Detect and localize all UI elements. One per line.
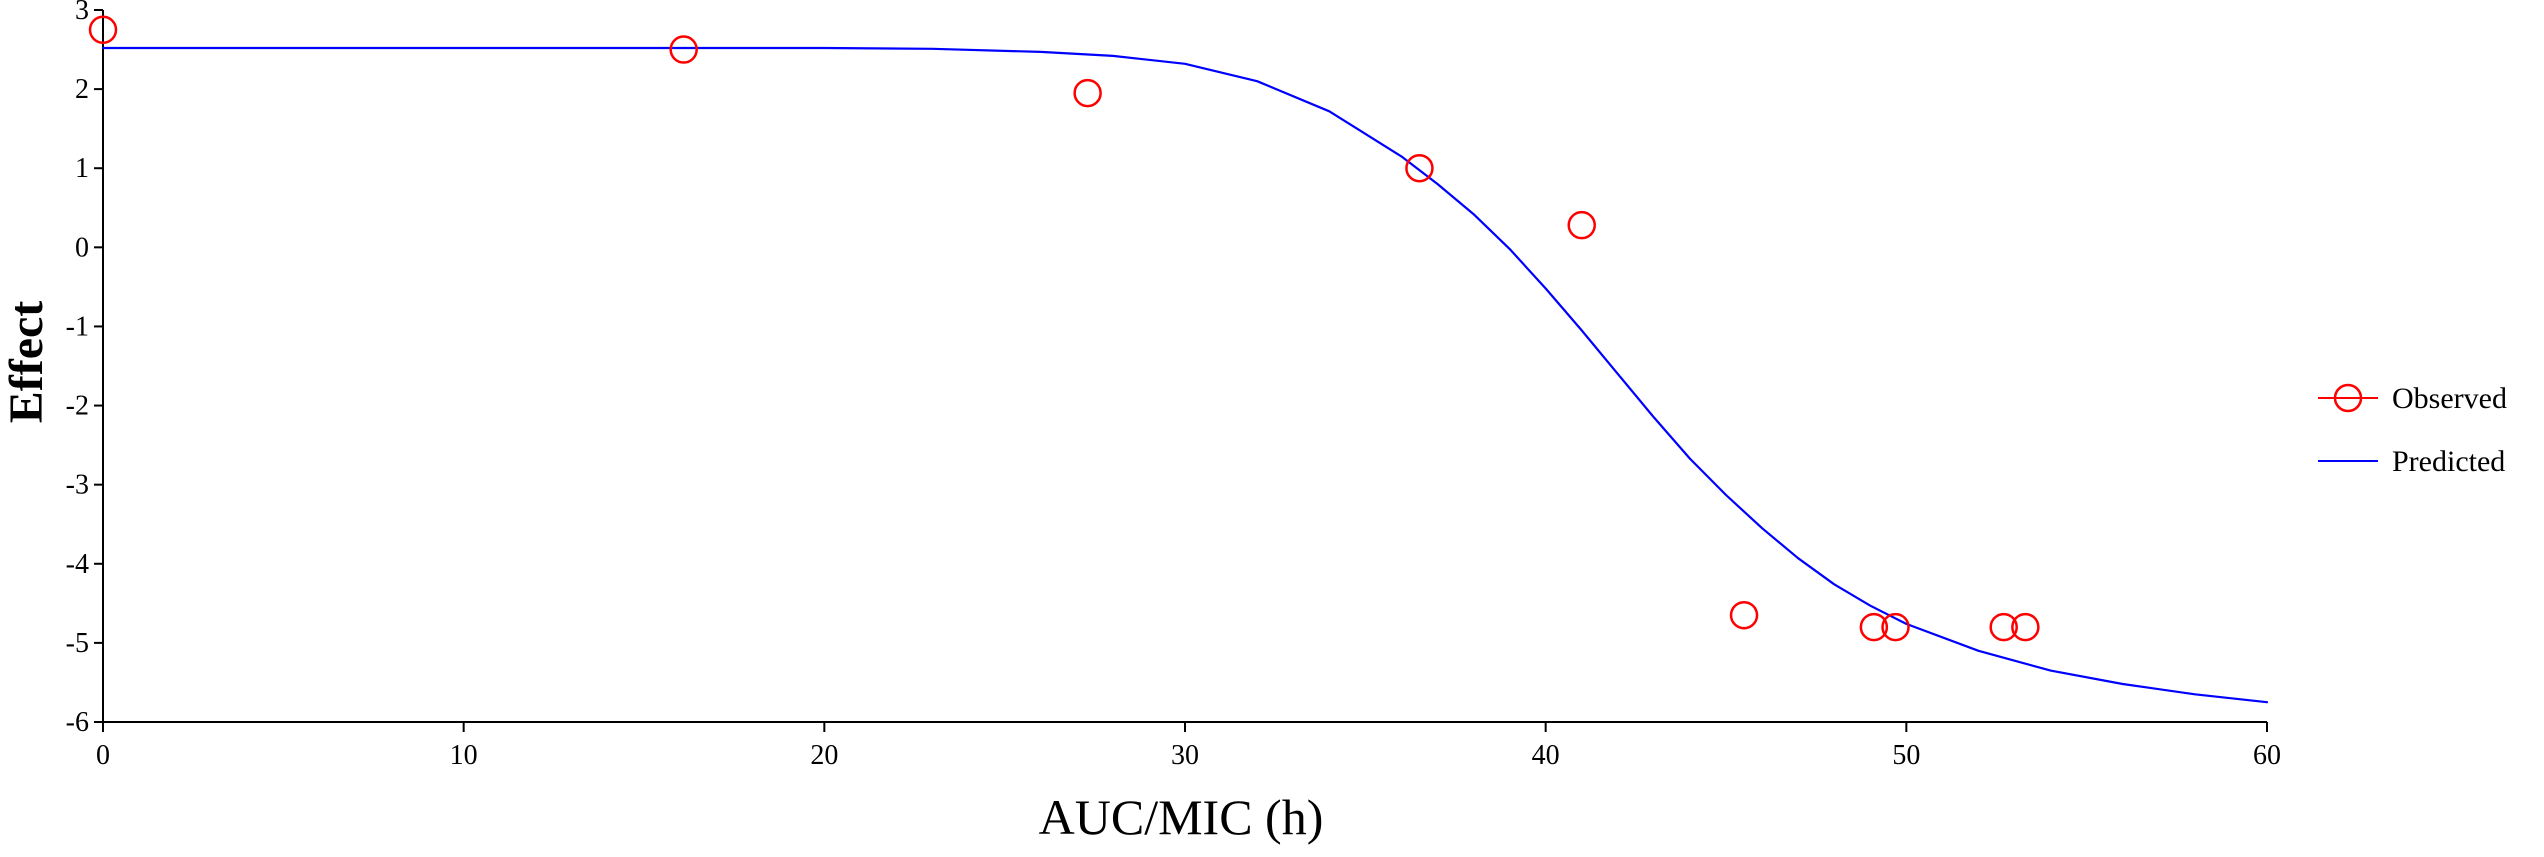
y-tick-label: -6: [66, 707, 89, 738]
x-tick-label: 30: [1171, 740, 1199, 771]
series-layer: [88, 15, 2269, 704]
predicted-line: [101, 46, 2269, 704]
x-tick-label: 50: [1892, 740, 1920, 771]
x-tick-label: 20: [810, 740, 838, 771]
y-tick-label: 2: [75, 74, 89, 105]
y-tick-label: -2: [66, 391, 89, 422]
y-tick-label: 1: [75, 153, 89, 184]
observed-point: [2011, 612, 2040, 642]
observed-point: [1729, 600, 1759, 630]
y-axis-label: Effect: [0, 301, 53, 424]
observed-point: [1989, 612, 2018, 642]
observed-point: [1567, 210, 1596, 240]
y-tick-label: -5: [66, 628, 89, 659]
x-tick-label: 10: [450, 740, 478, 771]
observed-point: [1405, 153, 1434, 183]
observed-point: [1859, 612, 1889, 642]
observed-point: [88, 15, 118, 45]
y-tick-label: 0: [75, 232, 89, 263]
y-tick-label: -1: [66, 311, 89, 342]
observed-point: [1073, 78, 1102, 108]
observed-point: [669, 35, 698, 64]
y-tick-label: -3: [66, 470, 89, 501]
x-tick-label: 40: [1532, 740, 1560, 771]
x-axis-label: AUC/MIC (h): [1039, 789, 1324, 845]
y-tick-label: 3: [75, 0, 89, 26]
legend-observed-label: Observed: [2392, 382, 2507, 415]
observed-point: [1881, 612, 1910, 642]
legend-predicted-label: Predicted: [2392, 445, 2505, 478]
legend-observed-marker: [2333, 383, 2363, 413]
x-tick-label: 0: [96, 740, 110, 771]
y-tick-label: -4: [66, 549, 89, 580]
legend: Observed Predicted: [2318, 382, 2507, 478]
x-tick-label: 60: [2253, 740, 2281, 771]
